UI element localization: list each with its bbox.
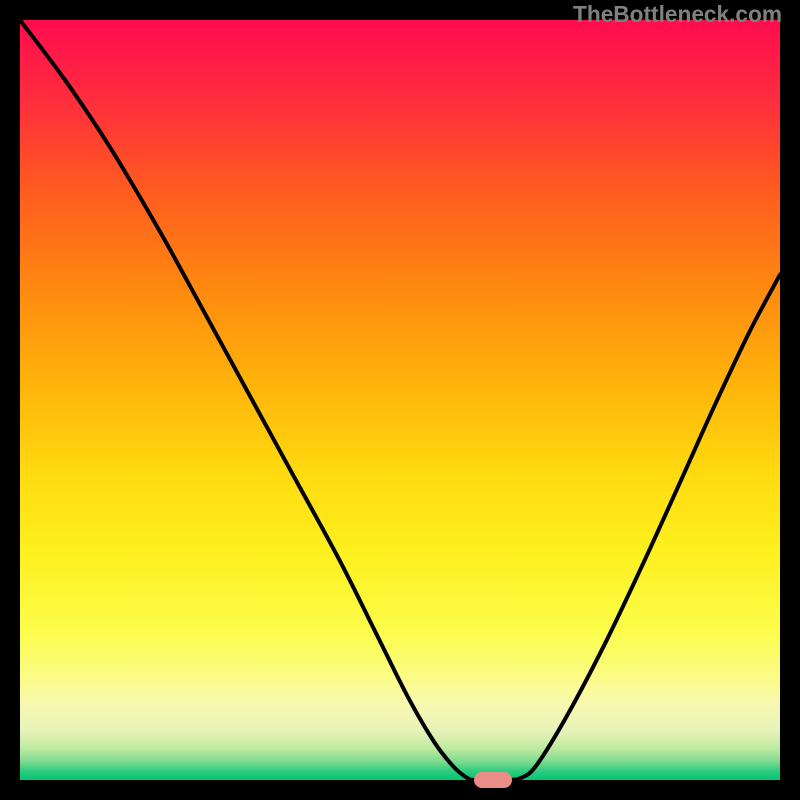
watermark-text: TheBottleneck.com (573, 1, 782, 28)
plot-area (20, 20, 780, 780)
bottleneck-curve (20, 20, 780, 780)
optimal-marker (474, 772, 512, 788)
